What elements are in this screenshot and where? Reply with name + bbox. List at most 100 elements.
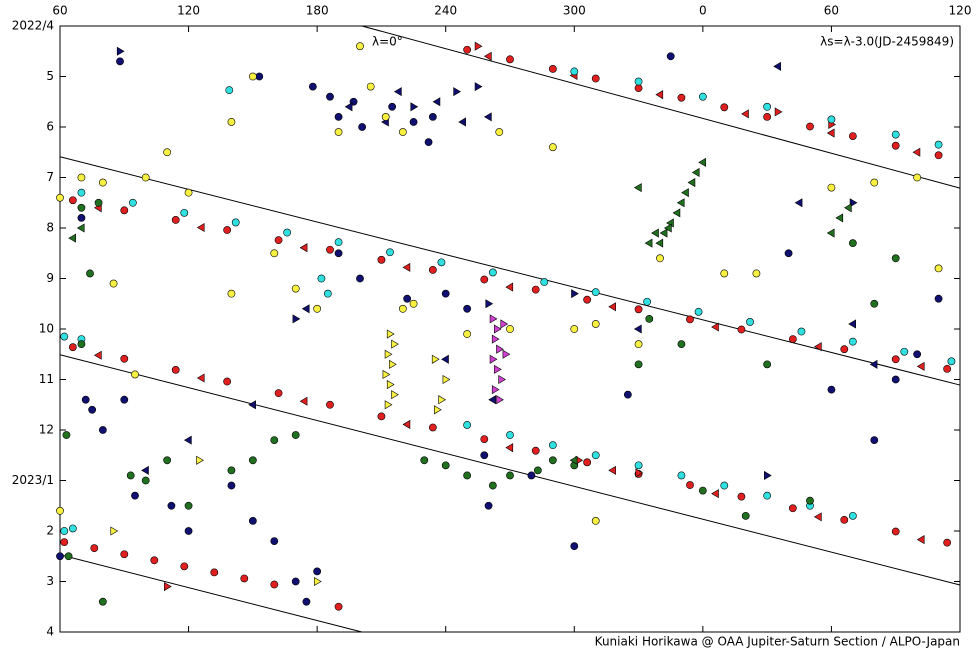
- point: [651, 228, 659, 238]
- point: [386, 248, 394, 257]
- point: [270, 537, 279, 545]
- point: [76, 223, 85, 233]
- point: [180, 562, 189, 571]
- point: [301, 304, 310, 314]
- point: [686, 315, 694, 324]
- point: [655, 90, 664, 100]
- point: [480, 435, 489, 443]
- point: [634, 77, 643, 86]
- y-tick-label: 2022/4: [12, 19, 54, 33]
- point: [291, 577, 300, 586]
- point: [274, 389, 283, 398]
- point: [326, 245, 334, 254]
- point: [869, 359, 878, 369]
- point: [171, 216, 180, 224]
- point: [141, 476, 150, 485]
- point: [635, 468, 644, 478]
- point: [227, 481, 236, 490]
- point: [570, 67, 579, 76]
- point: [891, 355, 900, 364]
- point: [126, 471, 135, 480]
- point: [463, 471, 472, 480]
- point: [870, 299, 879, 308]
- point: [248, 400, 256, 410]
- point: [506, 325, 514, 333]
- point: [495, 128, 504, 136]
- point: [506, 431, 514, 439]
- point: [62, 431, 71, 439]
- point: [608, 465, 616, 475]
- point: [548, 65, 557, 73]
- point: [90, 544, 99, 553]
- point: [491, 334, 500, 344]
- point: [131, 491, 139, 500]
- point: [109, 279, 118, 288]
- point: [334, 113, 343, 121]
- point: [672, 208, 681, 218]
- point: [505, 443, 514, 453]
- point: [569, 455, 578, 465]
- point: [377, 412, 386, 421]
- point: [677, 471, 686, 480]
- point: [913, 173, 922, 182]
- point: [60, 538, 69, 547]
- point: [434, 405, 442, 415]
- drift-line: [59, 554, 363, 633]
- point: [292, 314, 301, 324]
- point: [763, 491, 772, 500]
- point: [317, 274, 326, 283]
- point: [496, 395, 504, 405]
- point: [196, 373, 205, 383]
- point: [248, 72, 257, 81]
- point: [141, 465, 149, 475]
- point: [437, 258, 446, 267]
- point: [94, 198, 103, 207]
- point: [480, 275, 489, 284]
- point: [463, 45, 472, 54]
- point: [813, 342, 822, 352]
- point: [494, 324, 502, 334]
- point: [81, 395, 90, 404]
- point: [644, 238, 653, 248]
- point: [344, 102, 353, 112]
- point: [334, 602, 343, 611]
- point: [248, 456, 257, 465]
- point: [483, 112, 492, 122]
- point: [428, 113, 437, 121]
- y-tick-label: 9: [46, 271, 54, 285]
- point: [98, 597, 107, 606]
- point: [840, 345, 849, 354]
- point: [806, 496, 814, 505]
- point: [116, 57, 124, 66]
- point: [458, 117, 466, 127]
- point: [196, 455, 204, 465]
- point: [913, 350, 922, 359]
- point: [381, 113, 390, 121]
- point: [480, 451, 489, 460]
- point: [870, 436, 879, 444]
- point: [912, 147, 921, 157]
- credit: Kuniaki Horikawa @ OAA Jupiter-Saturn Se…: [595, 635, 960, 649]
- point: [424, 138, 433, 147]
- point: [694, 307, 703, 316]
- point: [323, 289, 332, 298]
- point: [677, 93, 686, 102]
- point: [393, 87, 402, 97]
- annotation: λ=0°: [372, 35, 403, 49]
- point: [98, 426, 107, 434]
- drift-line: [361, 25, 961, 189]
- point: [291, 431, 300, 439]
- point: [184, 501, 193, 510]
- x-tick-label: 60: [52, 4, 67, 18]
- point: [453, 87, 462, 97]
- point: [184, 527, 193, 535]
- point: [494, 364, 502, 374]
- point: [691, 167, 700, 177]
- point: [848, 511, 857, 520]
- point: [64, 552, 73, 561]
- x-tick-label: 120: [177, 4, 200, 18]
- point: [746, 318, 754, 326]
- point: [943, 538, 952, 547]
- point: [806, 122, 814, 131]
- point: [240, 574, 249, 583]
